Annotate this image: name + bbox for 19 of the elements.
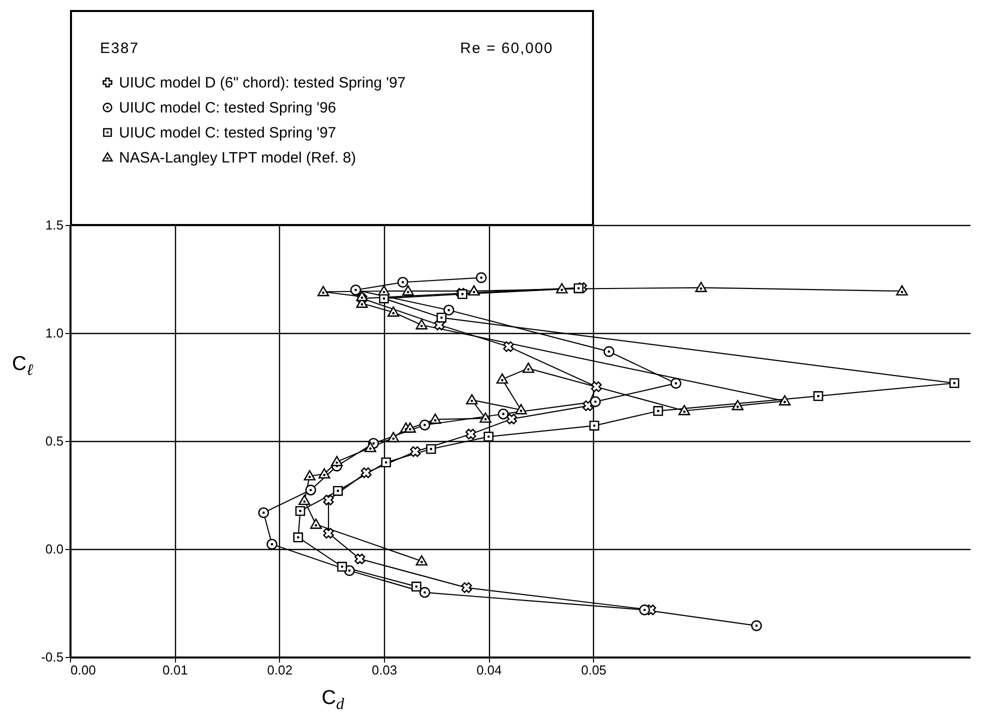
- x-tick-label: 0.05: [581, 662, 606, 678]
- x-tick-label: 0.04: [476, 662, 502, 678]
- y-tick-label: 0.5: [45, 434, 64, 448]
- y-tick-label: 1.0: [45, 326, 64, 340]
- text: Re = 60,000: [460, 40, 554, 57]
- y-tick-label: -0.5: [41, 650, 64, 664]
- legend-label: NASA-Langley LTPT model (Ref. 8): [119, 150, 356, 166]
- x-tick-label: 0.00: [70, 662, 96, 678]
- x-tick-label: 0.01: [162, 662, 188, 678]
- legend-label: UIUC model C: tested Spring '97: [119, 124, 336, 142]
- legend-label: UIUC model D (6" chord): tested Spring '97: [119, 74, 406, 92]
- y-tick-label: 1.5: [45, 218, 64, 232]
- x-axis-title: C$_{d}$: [322, 687, 344, 714]
- legend-label: UIUC model C: tested Spring '96: [119, 100, 336, 116]
- y-axis-title: C$_{ℓ}$: [12, 353, 34, 380]
- x-tick-label: 0.03: [372, 662, 398, 678]
- text: E387: [100, 40, 140, 57]
- y-tick-label: 0.0: [45, 542, 64, 556]
- x-tick-label: 0.02: [267, 662, 292, 678]
